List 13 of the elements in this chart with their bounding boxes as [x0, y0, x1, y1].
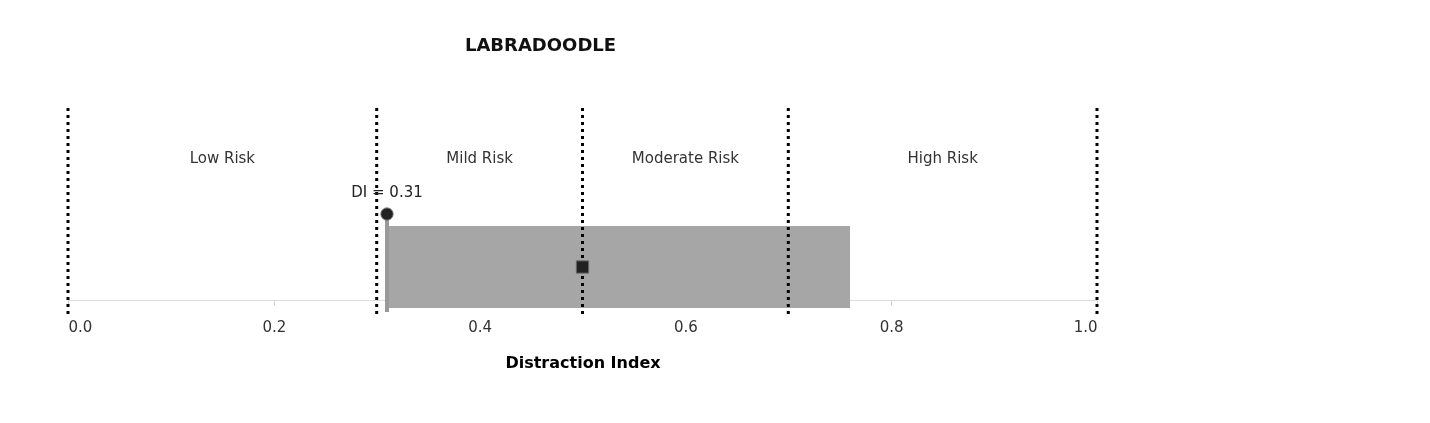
- x-tick-label: 0.8: [879, 317, 904, 336]
- x-tick-label: 0.6: [673, 317, 698, 336]
- x-tick-label: 0.0: [68, 317, 93, 336]
- annotation: Mild Risk: [446, 149, 514, 167]
- x-tick-label: 0.2: [262, 317, 287, 336]
- data-label: DI = 0.31: [351, 183, 423, 201]
- chart-title: LABRADOODLE: [464, 33, 617, 55]
- x-tick-label: 0.4: [468, 317, 493, 336]
- annotation: High Risk: [907, 149, 979, 167]
- annotation: Moderate Risk: [631, 149, 740, 167]
- x-axis-title: Distraction Index: [505, 352, 662, 372]
- annotation: Low Risk: [189, 149, 256, 167]
- x-tick-label: 1.0: [1073, 317, 1098, 336]
